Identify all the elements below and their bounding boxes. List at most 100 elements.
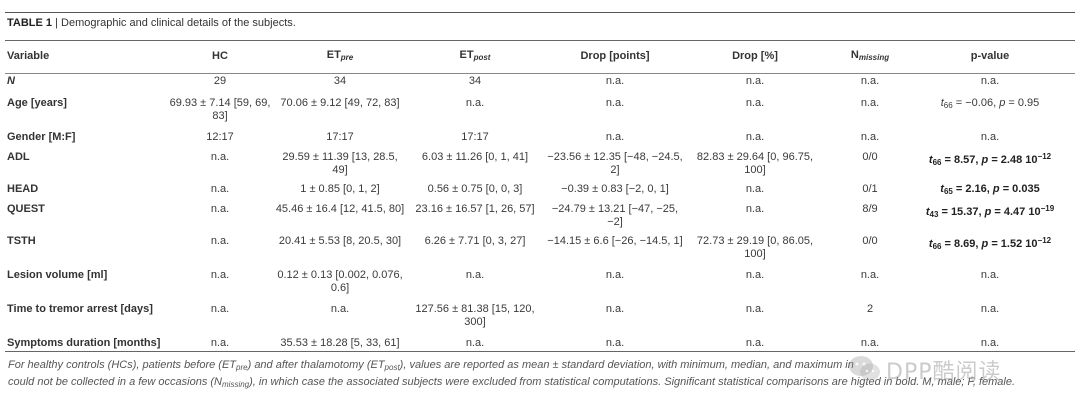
cell-pvalue: t43 = 15.37, p = 4.47 10−19	[925, 204, 1055, 219]
cell-hc: n.a.	[210, 183, 230, 195]
cell-variable: ADL	[7, 151, 30, 163]
cell-variable: Symptoms duration [months]	[7, 337, 161, 349]
table-row: HEAD n.a. 1 ± 0.85 [0, 1, 2] 0.56 ± 0.75…	[5, 181, 1065, 201]
bottom-rule	[5, 351, 1075, 352]
cell-drop-pct: n.a.	[745, 75, 765, 87]
cell-et-post: 23.16 ± 16.57 [1, 26, 57]	[415, 203, 535, 215]
top-rule	[5, 12, 1075, 13]
header-bottom-rule	[5, 73, 1075, 74]
cell-nmissing: n.a.	[860, 97, 880, 109]
cell-drop-pct: n.a.	[745, 337, 765, 349]
cell-et-post: n.a.	[465, 269, 485, 281]
cell-nmissing: 8/9	[862, 203, 878, 215]
cell-et-post: 34	[468, 75, 482, 87]
data-table: Variable HC ETpre ETpost Drop [points] D…	[5, 40, 1065, 355]
table-row: N 29 34 34 n.a. n.a. n.a. n.a.	[5, 73, 1065, 95]
cell-nmissing: 2	[866, 303, 874, 315]
col-drop-points: Drop [points]	[580, 50, 650, 63]
cell-pvalue: n.a.	[980, 75, 1000, 87]
cell-et-post: n.a.	[465, 337, 485, 349]
cell-nmissing: n.a.	[860, 269, 880, 281]
caption-label: TABLE 1	[7, 17, 53, 29]
header-top-rule	[5, 40, 1075, 41]
table-row: Symptoms duration [months] n.a. 35.53 ± …	[5, 335, 1065, 355]
cell-pvalue: t65 = 2.16, p = 0.035	[940, 183, 1040, 196]
cell-variable: QUEST	[7, 203, 45, 215]
cell-et-pre: 45.46 ± 16.4 [12, 41.5, 80]	[275, 203, 405, 215]
cell-drop-points: −24.79 ± 13.21 [−47, −25, −2]	[551, 203, 679, 228]
cell-et-pre: 35.53 ± 18.28 [5, 33, 61]	[280, 337, 400, 349]
cell-nmissing: 0/1	[862, 183, 878, 195]
cell-drop-pct: 72.73 ± 29.19 [0, 86.05, 100]	[696, 235, 814, 260]
table-row: Lesion volume [ml] n.a. 0.12 ± 0.13 [0.0…	[5, 267, 1065, 301]
table-row: Time to tremor arrest [days] n.a. n.a. 1…	[5, 301, 1065, 335]
cell-et-pre: 34	[333, 75, 347, 87]
cell-hc: n.a.	[210, 269, 230, 281]
cell-et-post: 0.56 ± 0.75 [0, 0, 3]	[427, 183, 523, 195]
cell-drop-pct: n.a.	[745, 203, 765, 215]
cell-hc: 12:17	[206, 131, 234, 143]
cell-pvalue: t66 = 8.69, p = 1.52 10−12	[928, 236, 1052, 251]
cell-drop-pct: n.a.	[745, 131, 765, 143]
table-row: ADL n.a. 29.59 ± 11.39 [13, 28.5, 49] 6.…	[5, 149, 1065, 181]
cell-drop-points: n.a.	[605, 337, 625, 349]
cell-drop-pct: n.a.	[745, 97, 765, 109]
cell-hc: n.a.	[210, 235, 230, 247]
table-row: Gender [M:F] 12:17 17:17 17:17 n.a. n.a.…	[5, 129, 1065, 149]
cell-drop-points: n.a.	[605, 131, 625, 143]
col-et-pre: ETpre	[326, 48, 354, 62]
cell-variable: Age [years]	[7, 97, 67, 109]
cell-et-pre: 1 ± 0.85 [0, 1, 2]	[300, 183, 380, 195]
cell-hc: 29	[213, 75, 227, 87]
cell-drop-points: −14.15 ± 6.6 [−26, −14.5, 1]	[547, 235, 683, 247]
header-row: Variable HC ETpre ETpost Drop [points] D…	[5, 40, 1065, 73]
col-drop-pct: Drop [%]	[732, 50, 778, 63]
table-footnote: For healthy controls (HCs), patients bef…	[8, 359, 1016, 389]
cell-hc: n.a.	[210, 203, 230, 215]
cell-pvalue: n.a.	[980, 269, 1000, 281]
cell-et-pre: 29.59 ± 11.39 [13, 28.5, 49]	[282, 151, 398, 176]
cell-variable: TSTH	[7, 235, 36, 247]
cell-variable: HEAD	[7, 183, 39, 195]
cell-hc: 69.93 ± 7.14 [59, 69, 83]	[169, 97, 271, 122]
cell-hc: n.a.	[210, 151, 230, 163]
col-nmissing: Nmissing	[850, 48, 890, 62]
caption-separator: |	[52, 17, 62, 29]
cell-variable: Gender [M:F]	[7, 131, 76, 143]
cell-pvalue: t66 = −0.06, p = 0.95	[940, 97, 1040, 110]
cell-variable: Lesion volume [ml]	[7, 269, 108, 281]
cell-drop-points: n.a.	[605, 269, 625, 281]
cell-et-post: 6.26 ± 7.71 [0, 3, 27]	[424, 235, 526, 247]
cell-drop-points: n.a.	[605, 75, 625, 87]
cell-variable: Time to tremor arrest [days]	[7, 303, 153, 315]
cell-drop-pct: n.a.	[745, 303, 765, 315]
table-caption: TABLE 1 | Demographic and clinical detai…	[7, 17, 296, 29]
table-row: TSTH n.a. 20.41 ± 5.53 [8, 20.5, 30] 6.2…	[5, 233, 1065, 267]
cell-nmissing: 0/0	[862, 235, 878, 247]
cell-nmissing: n.a.	[860, 75, 880, 87]
cell-drop-pct: n.a.	[745, 269, 765, 281]
col-pvalue: p-value	[970, 50, 1010, 63]
cell-drop-points: n.a.	[605, 97, 625, 109]
cell-et-post: 6.03 ± 11.26 [0, 1, 41]	[421, 151, 529, 163]
cell-et-post: n.a.	[465, 97, 485, 109]
cell-nmissing: n.a.	[860, 337, 880, 349]
cell-variable: N	[7, 75, 15, 87]
cell-nmissing: n.a.	[860, 131, 880, 143]
col-hc: HC	[212, 50, 228, 63]
cell-hc: n.a.	[210, 337, 230, 349]
cell-drop-pct: n.a.	[745, 183, 765, 195]
cell-et-pre: 70.06 ± 9.12 [49, 72, 83]	[280, 97, 400, 109]
cell-hc: n.a.	[210, 303, 230, 315]
cell-et-pre: 20.41 ± 5.53 [8, 20.5, 30]	[278, 235, 402, 247]
cell-pvalue: n.a.	[980, 303, 1000, 315]
cell-drop-points: n.a.	[605, 303, 625, 315]
cell-drop-pct: 82.83 ± 29.64 [0, 96.75, 100]	[696, 151, 814, 176]
col-variable: Variable	[7, 50, 50, 63]
cell-et-pre: n.a.	[330, 303, 350, 315]
cell-nmissing: 0/0	[862, 151, 878, 163]
table-row: QUEST n.a. 45.46 ± 16.4 [12, 41.5, 80] 2…	[5, 201, 1065, 233]
cell-pvalue: n.a.	[980, 337, 1000, 349]
caption-text: Demographic and clinical details of the …	[61, 17, 296, 29]
cell-et-post: 17:17	[461, 131, 489, 143]
